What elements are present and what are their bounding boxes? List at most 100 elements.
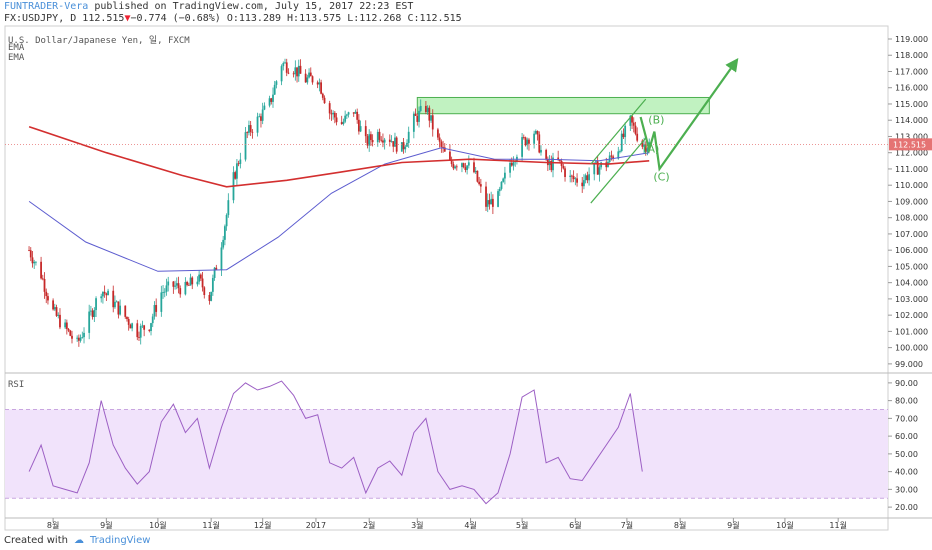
time-tick-label: 2017 bbox=[306, 521, 326, 530]
candle-body bbox=[394, 137, 396, 147]
candle-body bbox=[40, 261, 42, 279]
candle-body bbox=[488, 200, 491, 205]
candle-body bbox=[595, 161, 597, 163]
candle-body bbox=[172, 281, 175, 287]
candle-body bbox=[328, 103, 331, 114]
candle-body bbox=[184, 281, 187, 295]
candle-body bbox=[524, 137, 527, 146]
candle-body bbox=[67, 328, 70, 331]
candle-body bbox=[69, 330, 72, 336]
candle-body bbox=[93, 310, 96, 317]
time-tick-label: 4월 bbox=[464, 520, 476, 530]
candle-body bbox=[165, 285, 168, 292]
candle-body bbox=[610, 155, 613, 157]
candle-body bbox=[256, 116, 259, 133]
candle-body bbox=[528, 139, 530, 144]
time-tick-label: 5월 bbox=[516, 520, 528, 530]
candle-body bbox=[634, 125, 637, 134]
candle-body bbox=[213, 267, 216, 278]
candle-body bbox=[237, 163, 240, 165]
candle-body bbox=[536, 130, 539, 135]
candle-body bbox=[450, 159, 453, 165]
candle-body bbox=[521, 137, 523, 157]
candle-body bbox=[282, 63, 285, 67]
candle-body bbox=[29, 250, 32, 258]
candle-body bbox=[620, 133, 623, 152]
ohlc-values: O:113.289 H:113.575 L:112.268 C:112.515 bbox=[226, 13, 462, 24]
candle-body bbox=[71, 335, 73, 339]
candle-body bbox=[426, 107, 429, 112]
price-tick-label: 115.000 bbox=[895, 100, 928, 109]
rsi-tick-label: 60.00 bbox=[895, 432, 918, 441]
candle-body bbox=[47, 296, 49, 301]
candle-body bbox=[600, 162, 603, 168]
candle-body bbox=[306, 77, 309, 83]
candle-body bbox=[191, 277, 194, 285]
candle-body bbox=[371, 140, 374, 143]
rsi-tick-label: 70.00 bbox=[895, 414, 918, 423]
candle-body bbox=[95, 298, 97, 311]
candle-body bbox=[263, 105, 266, 110]
candle-body bbox=[538, 134, 541, 153]
price-tick-label: 100.000 bbox=[895, 344, 928, 353]
candle-body bbox=[234, 172, 237, 179]
candle-body bbox=[316, 82, 319, 85]
candle-body bbox=[236, 163, 238, 179]
time-tick-label: 9월 bbox=[100, 520, 112, 530]
price-tick-label: 103.000 bbox=[895, 295, 928, 304]
candle-body bbox=[428, 107, 431, 121]
candle-body bbox=[198, 274, 201, 282]
rsi-tick-label: 40.00 bbox=[895, 468, 918, 477]
candle-body bbox=[270, 98, 273, 102]
candle-body bbox=[103, 291, 106, 294]
candle-body bbox=[31, 257, 34, 264]
candle-body bbox=[88, 311, 91, 333]
candle-body bbox=[407, 131, 410, 143]
time-tick-label: 11월 bbox=[829, 520, 847, 530]
candle-body bbox=[136, 323, 139, 338]
price-tick-label: 99.000 bbox=[895, 360, 923, 369]
candle-body bbox=[131, 323, 134, 329]
candle-body bbox=[572, 176, 575, 180]
candle-body bbox=[141, 325, 144, 327]
candle-body bbox=[342, 121, 345, 125]
candle-body bbox=[376, 131, 379, 143]
tradingview-brand[interactable]: TradingView bbox=[89, 535, 151, 546]
candle-body bbox=[223, 226, 226, 240]
candle-body bbox=[474, 170, 477, 173]
candle-body bbox=[143, 325, 146, 330]
candle-body bbox=[64, 322, 67, 328]
ema-label-2: EMA bbox=[8, 53, 25, 63]
candle-body bbox=[550, 160, 553, 171]
candle-body bbox=[388, 139, 391, 142]
ohlc-line: FX:USDJPY, D 112.515▼−0.774 (−0.68%) O:1… bbox=[4, 13, 462, 24]
candle-body bbox=[55, 307, 58, 316]
candle-body bbox=[416, 115, 419, 122]
instrument-label: U.S. Dollar/Japanese Yen, 일, FXCM bbox=[8, 36, 190, 46]
price-tick-label: 110.000 bbox=[895, 181, 928, 190]
current-price-badge bbox=[889, 138, 932, 151]
candle-body bbox=[76, 337, 79, 339]
candle-body bbox=[320, 82, 322, 94]
candle-body bbox=[201, 278, 204, 288]
time-tick-label: 2월 bbox=[363, 520, 375, 530]
candle-body bbox=[330, 113, 333, 115]
candle-body bbox=[455, 166, 458, 168]
time-tick-label: 12월 bbox=[254, 520, 272, 530]
time-tick-label: 7월 bbox=[621, 520, 633, 530]
rsi-tick-label: 20.00 bbox=[895, 503, 918, 512]
candle-body bbox=[364, 126, 367, 137]
candle-body bbox=[588, 174, 590, 181]
candle-body bbox=[612, 156, 615, 159]
author-link[interactable]: FUNTRADER-Vera bbox=[4, 1, 89, 12]
candle-body bbox=[208, 294, 211, 301]
candle-body bbox=[239, 159, 242, 164]
candle-body bbox=[478, 181, 481, 185]
price-tick-label: 112.000 bbox=[895, 149, 928, 158]
candle-body bbox=[33, 261, 36, 264]
candle-body bbox=[308, 72, 310, 78]
candle-body bbox=[462, 163, 465, 168]
candle-body bbox=[442, 146, 444, 148]
candle-body bbox=[186, 281, 188, 285]
